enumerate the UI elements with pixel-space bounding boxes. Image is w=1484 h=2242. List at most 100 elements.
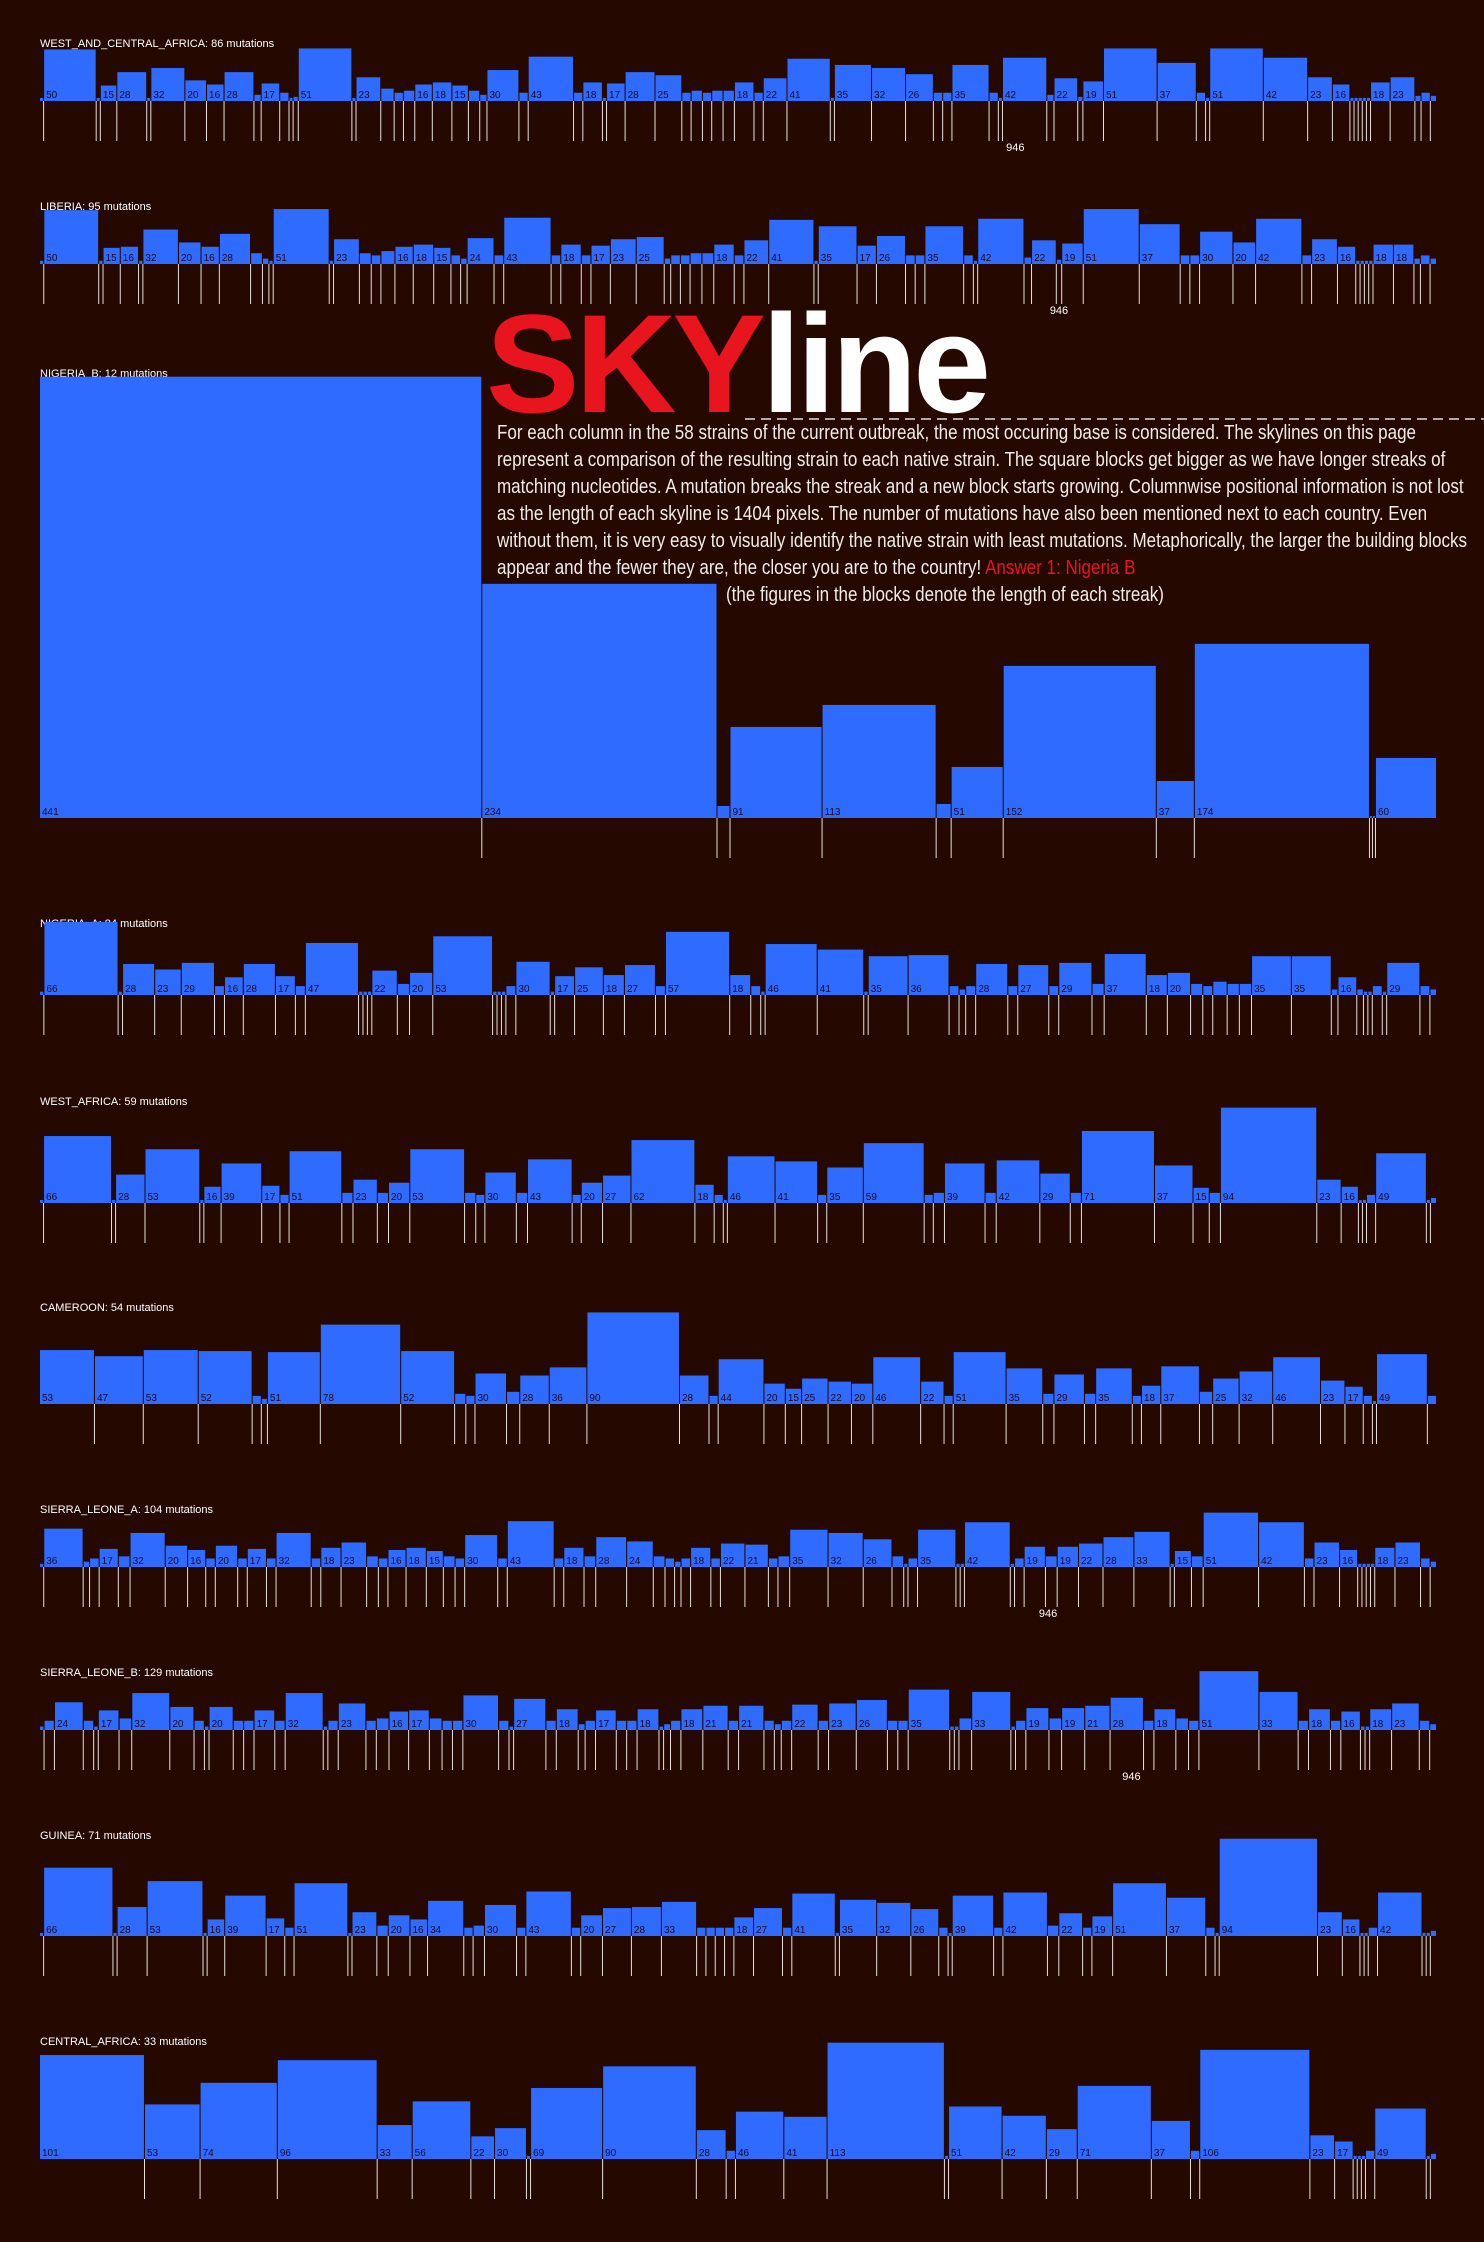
block-label: 17 (257, 1719, 269, 1730)
block (207, 1919, 225, 1936)
block-label: 16 (190, 1556, 202, 1567)
block-label: 43 (531, 90, 543, 101)
block (998, 97, 1002, 101)
block-label: 20 (212, 1719, 224, 1730)
block (655, 75, 682, 101)
block-label: 30 (497, 2148, 509, 2159)
block (1362, 97, 1366, 101)
block-label: 41 (820, 984, 832, 995)
block (225, 1895, 266, 1936)
block (388, 1915, 410, 1936)
block (207, 84, 224, 101)
block-label: 18 (716, 253, 728, 264)
block-label: 21 (705, 1719, 717, 1730)
skyline-title: WEST_AND_CENTRAL_AFRICA: 86 mutations (40, 38, 275, 50)
block (1154, 1165, 1193, 1203)
block-label: 29 (1056, 1393, 1068, 1404)
block (1156, 780, 1194, 818)
block (610, 239, 636, 264)
block (428, 1900, 464, 1936)
block-label: 33 (974, 1719, 986, 1730)
block (966, 986, 976, 995)
block-label: 21 (747, 1556, 759, 1567)
block-label: 33 (1261, 1719, 1273, 1730)
marker-label: 946 (1122, 1771, 1140, 1783)
block-label: 26 (879, 253, 891, 264)
block (251, 253, 262, 264)
block-label: 23 (1312, 2148, 1324, 2159)
block (1375, 757, 1436, 818)
block (561, 244, 581, 264)
block-label: 39 (227, 1925, 239, 1936)
block-label: 15 (1177, 1556, 1189, 1567)
block-label: 43 (510, 1556, 522, 1567)
block-label: 42 (967, 1556, 979, 1567)
block-label: 16 (209, 90, 221, 101)
block-label: 30 (477, 1393, 489, 1404)
block (828, 1381, 851, 1404)
block-label: 30 (1202, 253, 1214, 264)
block-label: 18 (683, 1719, 695, 1730)
block (527, 1159, 572, 1203)
block-label: 17 (1337, 2148, 1349, 2159)
block-label: 23 (157, 984, 169, 995)
block (954, 1726, 959, 1730)
block (834, 64, 872, 101)
block (342, 1192, 353, 1203)
block-label: 19 (1028, 1719, 1040, 1730)
block-label: 16 (390, 1556, 402, 1567)
block (564, 1547, 584, 1567)
block-label: 28 (1113, 1719, 1125, 1730)
block (835, 1932, 839, 1936)
block-label: 18 (1144, 1393, 1156, 1404)
block (908, 955, 949, 995)
block (269, 260, 273, 264)
block-label: 52 (403, 1393, 415, 1404)
block (219, 233, 251, 264)
block (953, 1352, 1006, 1404)
block-label: 29 (1042, 1192, 1054, 1203)
block-label: 42 (1261, 1556, 1273, 1567)
block-label: 16 (1343, 1719, 1355, 1730)
block (1003, 665, 1156, 818)
block-label: 19 (1085, 90, 1097, 101)
block (950, 1726, 954, 1730)
block (285, 1693, 323, 1730)
block-label: 30 (487, 1192, 499, 1203)
block-label: 46 (730, 1192, 742, 1203)
title-white: line (762, 285, 987, 442)
block (680, 255, 690, 264)
block (1430, 1197, 1436, 1203)
block (943, 92, 952, 101)
block (276, 1532, 311, 1567)
block (147, 1881, 203, 1936)
block (366, 1720, 376, 1730)
block (944, 2155, 949, 2159)
block (1342, 1919, 1360, 1936)
block-label: 26 (866, 1556, 878, 1567)
block (498, 1558, 507, 1567)
block (415, 84, 432, 101)
block (680, 1375, 709, 1404)
block-label: 37 (1169, 1925, 1181, 1936)
block (949, 986, 959, 995)
block (1047, 1925, 1059, 1936)
block (238, 1558, 247, 1567)
block-label: 20 (187, 90, 199, 101)
block-label: 18 (1311, 1719, 1323, 1730)
block-label: 28 (1106, 1556, 1118, 1567)
block-label: 62 (633, 1192, 645, 1203)
block-label: 20 (168, 1556, 180, 1567)
block-label: 18 (1373, 90, 1385, 101)
block (44, 1720, 54, 1730)
block (464, 1927, 473, 1936)
block (359, 991, 363, 995)
block-label: 113 (825, 807, 841, 818)
block-label: 18 (1149, 984, 1161, 995)
block (830, 97, 834, 101)
block-label: 18 (1396, 253, 1408, 264)
block (1200, 2049, 1310, 2159)
block-label: 18 (1376, 253, 1388, 264)
block-label: 23 (344, 1556, 356, 1567)
block-label: 20 (412, 984, 424, 995)
